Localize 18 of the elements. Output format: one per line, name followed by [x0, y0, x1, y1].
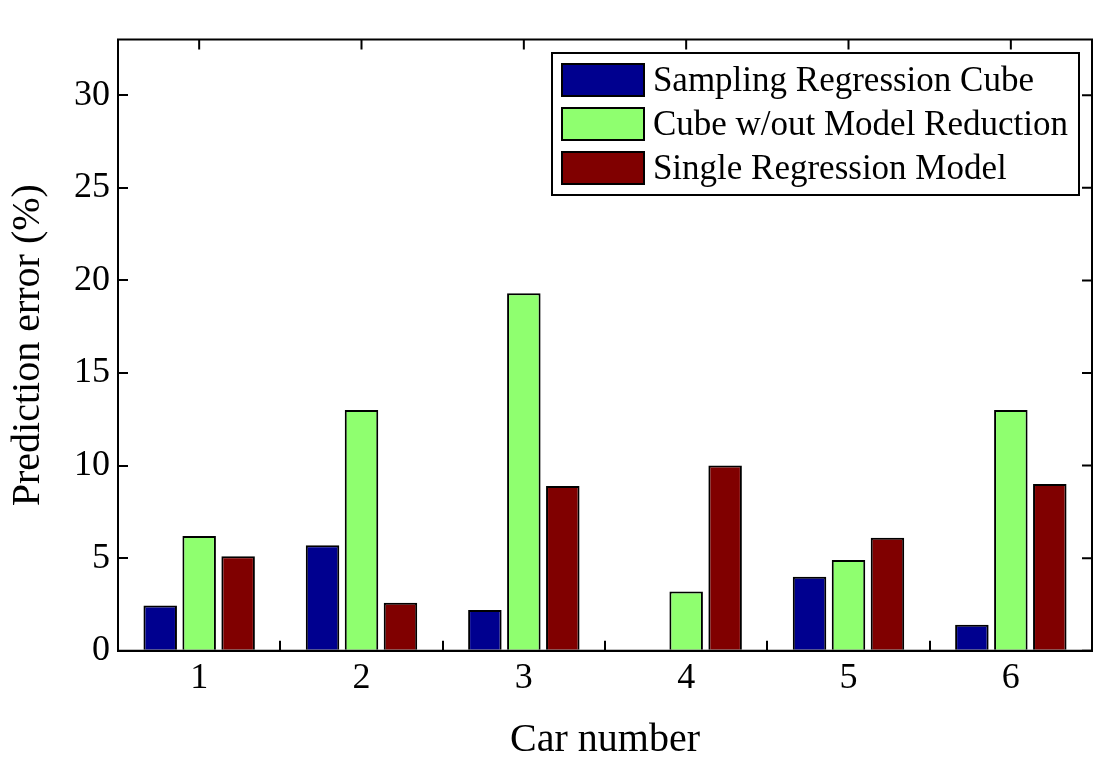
- x-tick-label: 3: [514, 655, 533, 696]
- x-tick-label: 1: [190, 655, 209, 696]
- legend-label: Single Regression Model: [652, 146, 1007, 189]
- y-tick-label: 5: [92, 535, 110, 576]
- y-axis-title: Prediction error (%): [2, 184, 48, 507]
- y-tick-label: 10: [74, 443, 110, 484]
- x-tick-label: 4: [677, 655, 696, 696]
- x-axis-title: Car number: [510, 714, 700, 760]
- x-tick-label: 2: [352, 655, 371, 696]
- legend-label: Cube w/out Model Reduction: [652, 102, 1068, 145]
- x-tick-label: 5: [839, 655, 858, 696]
- y-tick-label: 0: [92, 628, 110, 669]
- y-tick-label: 25: [74, 165, 110, 206]
- y-tick-label: 30: [74, 72, 110, 113]
- legend-label: Sampling Regression Cube: [652, 58, 1034, 101]
- x-tick-label: 6: [1001, 655, 1020, 696]
- y-tick-label: 20: [74, 257, 110, 298]
- y-tick-label: 15: [74, 350, 110, 391]
